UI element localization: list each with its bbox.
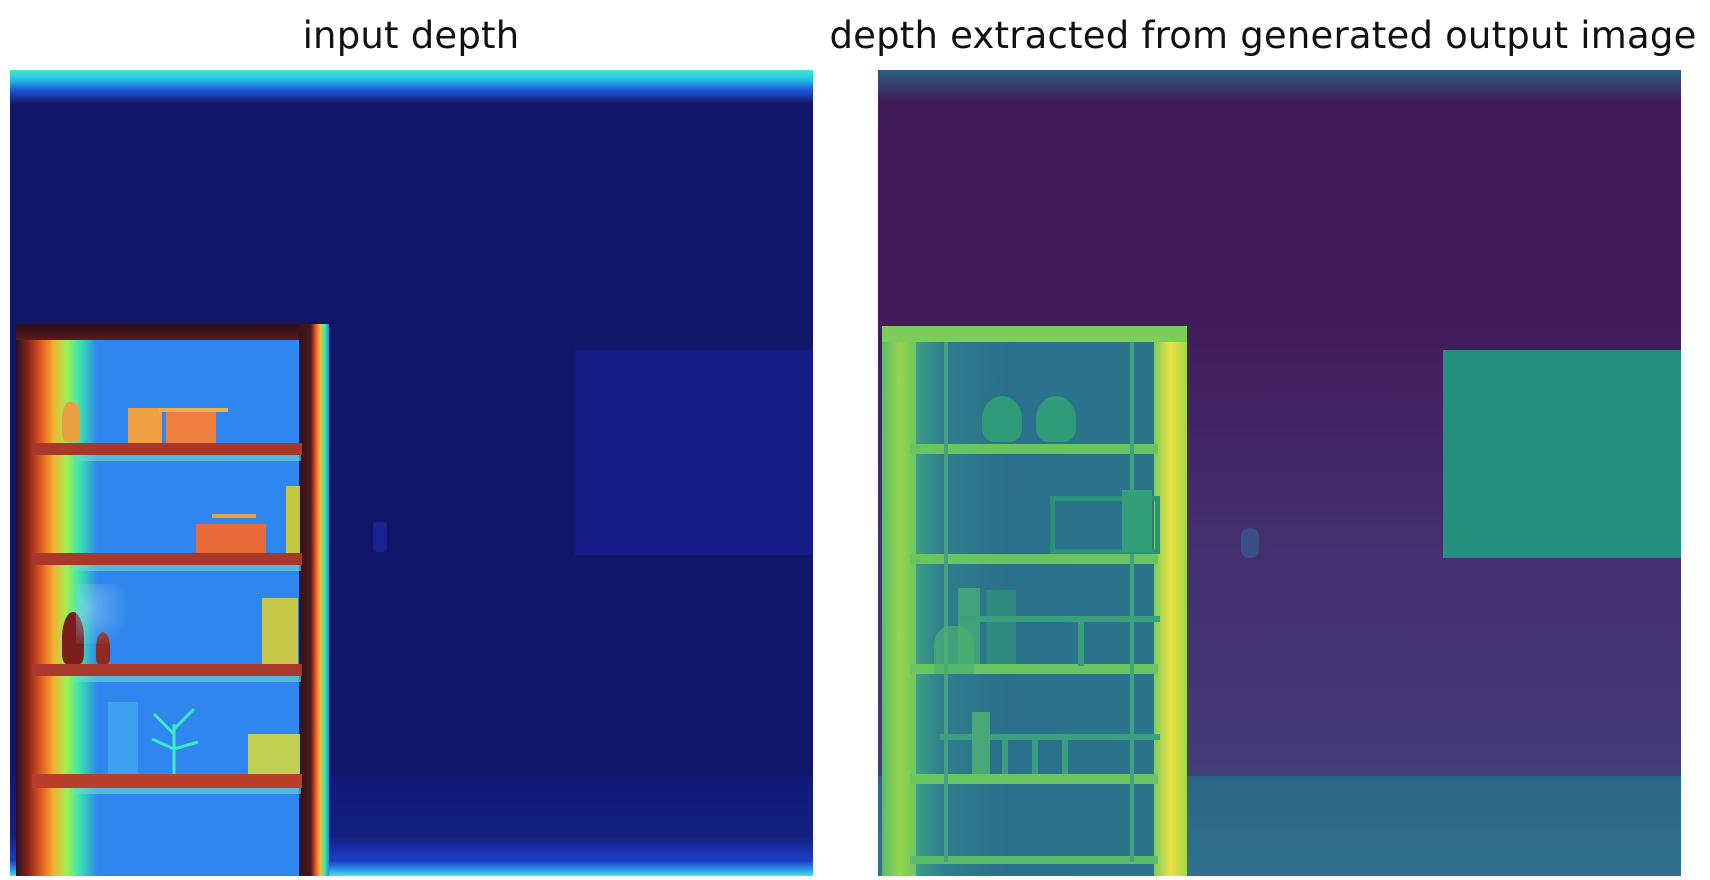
input-depth-image <box>10 70 813 876</box>
wall-frame <box>575 350 813 555</box>
bookshelf <box>882 326 1187 876</box>
vase-object <box>982 396 1022 442</box>
plant-object <box>934 626 974 674</box>
left-panel-title: input depth <box>302 14 520 57</box>
right-panel-title: depth extracted from generated output im… <box>829 14 1697 57</box>
vase-object <box>62 402 80 442</box>
extracted-depth-image <box>878 70 1681 876</box>
bookshelf <box>16 324 329 876</box>
wall-frame <box>1443 350 1681 558</box>
box-object <box>1050 496 1160 554</box>
wall-outlet <box>1241 528 1259 558</box>
box-object <box>128 408 162 443</box>
ceiling-band <box>10 70 813 104</box>
plant-object <box>144 694 204 774</box>
wall-outlet <box>373 522 387 552</box>
